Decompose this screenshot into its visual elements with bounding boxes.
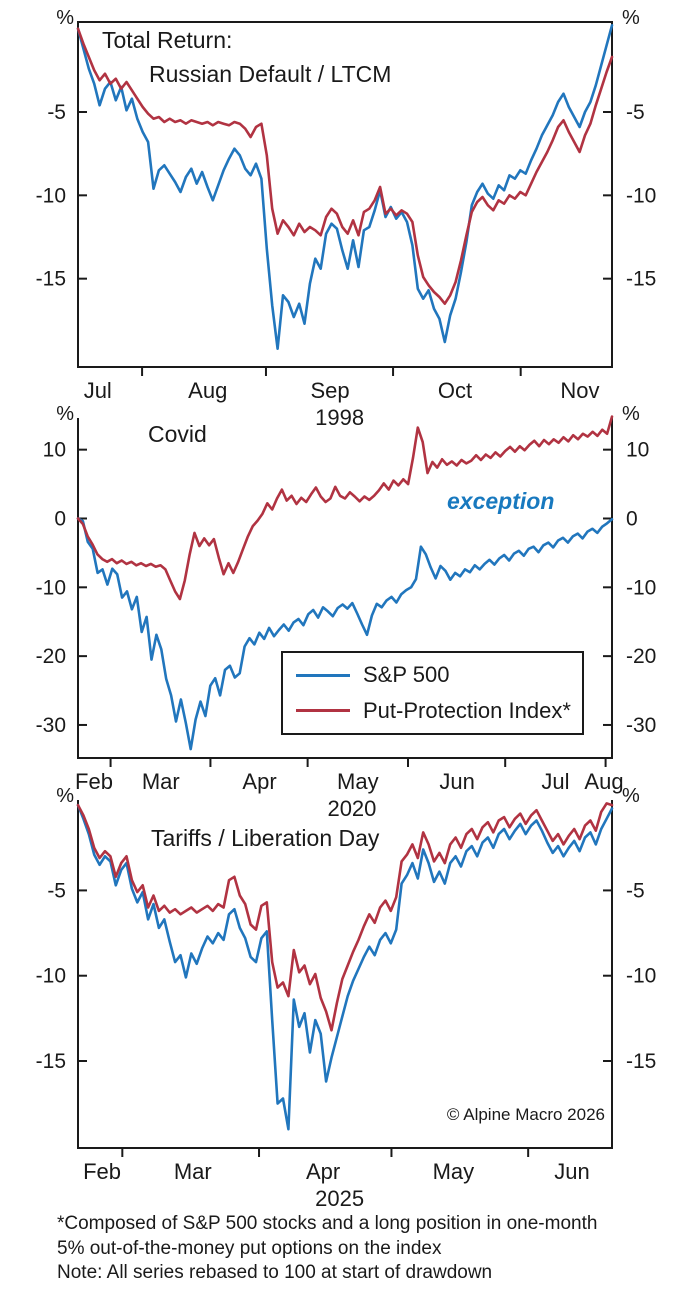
svg-text:-10: -10 — [36, 965, 66, 988]
svg-text:-15: -15 — [626, 1050, 656, 1073]
svg-text:-5: -5 — [626, 101, 645, 124]
svg-text:-5: -5 — [626, 879, 645, 902]
svg-text:%: % — [56, 7, 74, 29]
sp500-line-swatch — [296, 673, 350, 678]
svg-text:Sep: Sep — [310, 378, 349, 403]
panel1-title-line1: Total Return: — [102, 27, 233, 53]
svg-text:Nov: Nov — [560, 378, 599, 403]
panel3-title: Tariffs / Liberation Day — [151, 825, 380, 851]
svg-text:-5: -5 — [47, 879, 66, 902]
svg-text:Aug: Aug — [188, 378, 227, 403]
footnote-line1: *Composed of S&P 500 stocks and a long p… — [57, 1213, 598, 1234]
svg-text:10: 10 — [626, 439, 649, 462]
svg-text:Jun: Jun — [554, 1159, 589, 1184]
put-protection-legend-label: Put-Protection Index* — [363, 697, 571, 723]
legend-item-put-protection: Put-Protection Index* — [296, 698, 582, 724]
svg-text:2020: 2020 — [327, 796, 376, 821]
svg-text:-10: -10 — [626, 184, 656, 207]
svg-text:%: % — [622, 403, 640, 425]
svg-text:10: 10 — [43, 439, 66, 462]
svg-text:Aug: Aug — [584, 769, 623, 794]
svg-text:-30: -30 — [626, 714, 656, 737]
footnote-line3: Note: All series rebased to 100 at start… — [57, 1262, 493, 1283]
svg-text:-10: -10 — [36, 576, 66, 599]
footnote-line2: 5% out-of-the-money put options on the i… — [57, 1237, 442, 1259]
legend-box: S&P 500 Put-Protection Index* — [281, 651, 584, 735]
svg-text:Mar: Mar — [174, 1159, 212, 1184]
svg-text:%: % — [56, 403, 74, 425]
svg-text:-15: -15 — [36, 1050, 66, 1073]
svg-text:-20: -20 — [626, 645, 656, 668]
svg-text:-10: -10 — [626, 965, 656, 988]
svg-text:Feb: Feb — [83, 1159, 121, 1184]
svg-text:-20: -20 — [36, 645, 66, 668]
sp500-legend-label: S&P 500 — [363, 662, 450, 688]
svg-text:0: 0 — [54, 507, 66, 530]
svg-text:Mar: Mar — [142, 769, 180, 794]
svg-text:Oct: Oct — [438, 378, 472, 403]
exception-annotation: exception — [447, 488, 555, 514]
footnotes: *Composed of S&P 500 stocks and a long p… — [57, 1212, 597, 1286]
svg-text:Apr: Apr — [242, 769, 276, 794]
svg-text:-5: -5 — [47, 101, 66, 124]
put-protection-line-swatch — [296, 708, 350, 713]
panel1-title-line2: Russian Default / LTCM — [149, 61, 392, 87]
svg-text:%: % — [622, 785, 640, 807]
legend-item-sp500: S&P 500 — [296, 662, 582, 688]
svg-text:Apr: Apr — [306, 1159, 340, 1184]
svg-text:1998: 1998 — [315, 405, 364, 430]
svg-text:-15: -15 — [626, 268, 656, 291]
svg-text:May: May — [433, 1159, 475, 1184]
svg-text:%: % — [622, 7, 640, 29]
panel2-title: Covid — [148, 421, 207, 447]
svg-text:Jul: Jul — [541, 769, 569, 794]
svg-text:%: % — [56, 785, 74, 807]
copyright-notice: © Alpine Macro 2026 — [446, 1105, 605, 1124]
svg-text:-10: -10 — [36, 184, 66, 207]
svg-text:2025: 2025 — [315, 1186, 364, 1211]
svg-text:Feb: Feb — [75, 769, 113, 794]
svg-text:-10: -10 — [626, 576, 656, 599]
svg-text:0: 0 — [626, 507, 638, 530]
svg-text:-15: -15 — [36, 268, 66, 291]
svg-text:May: May — [337, 769, 379, 794]
svg-text:-30: -30 — [36, 714, 66, 737]
svg-text:Jul: Jul — [84, 378, 112, 403]
svg-text:Jun: Jun — [439, 769, 474, 794]
